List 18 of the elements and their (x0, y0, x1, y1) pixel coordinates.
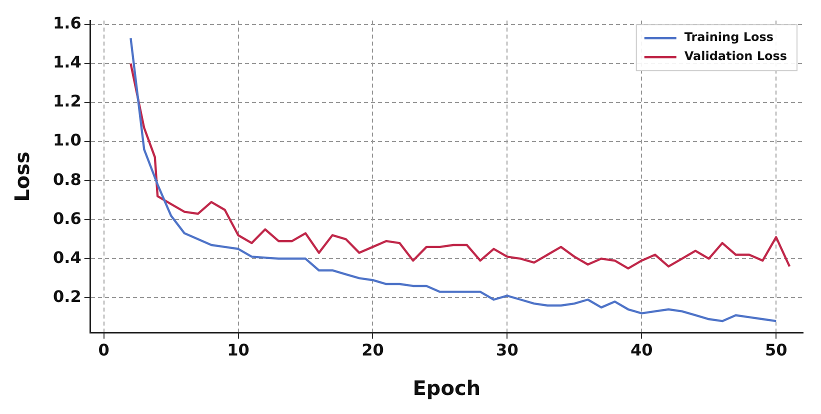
x-tick-label: 20 (362, 340, 384, 360)
y-tick-label: 0.2 (53, 286, 82, 306)
y-tick-label: 0.6 (53, 208, 82, 228)
x-tick-label: 0 (98, 340, 110, 360)
legend-label: Training Loss (684, 30, 774, 44)
x-tick-label: 50 (764, 340, 788, 360)
y-tick-label: 0.4 (53, 248, 82, 267)
y-tick-label: 0.8 (53, 170, 82, 189)
y-tick-label: 1.0 (53, 130, 82, 150)
legend-label: Validation Loss (684, 49, 788, 64)
y-tick-label: 1.2 (53, 92, 82, 111)
y-axis-title: Loss (10, 152, 34, 202)
x-tick-label: 10 (227, 340, 250, 360)
x-axis-title: Epoch (412, 376, 481, 400)
x-tick-label: 30 (496, 340, 518, 360)
y-tick-label: 1.6 (53, 14, 82, 33)
y-tick-label: 1.4 (53, 52, 82, 72)
x-tick-label: 40 (630, 340, 653, 360)
